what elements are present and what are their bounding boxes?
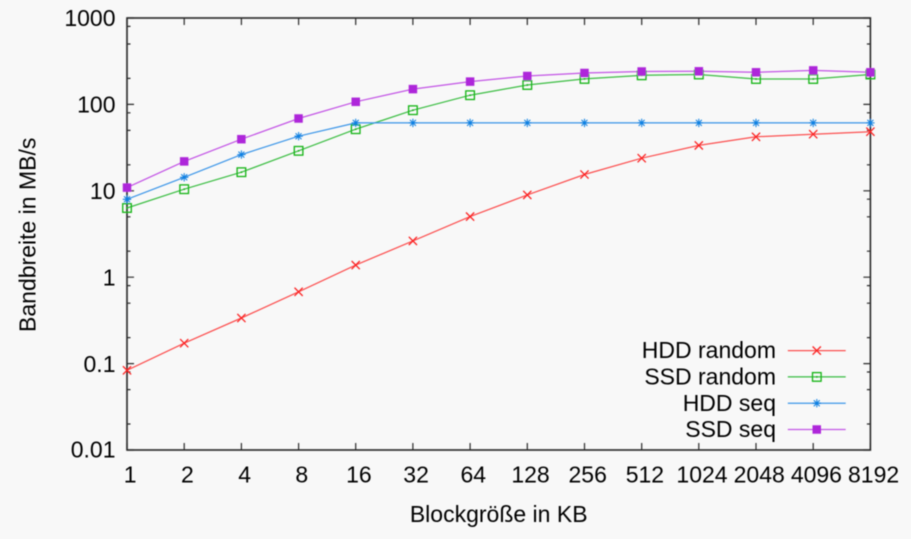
svg-text:2048: 2048	[734, 462, 785, 488]
svg-text:10: 10	[90, 178, 116, 204]
svg-text:128: 128	[511, 462, 549, 488]
svg-text:Bandbreite in MB/s: Bandbreite in MB/s	[15, 138, 41, 332]
svg-text:SSD random: SSD random	[644, 364, 776, 390]
svg-text:8: 8	[295, 462, 308, 488]
svg-text:Blockgröße in KB: Blockgröße in KB	[410, 501, 588, 527]
svg-text:HDD random: HDD random	[642, 337, 776, 363]
svg-text:100: 100	[77, 92, 115, 118]
svg-text:16: 16	[346, 462, 372, 488]
svg-text:8192: 8192	[848, 462, 899, 488]
svg-text:4096: 4096	[791, 462, 842, 488]
svg-text:0.1: 0.1	[84, 351, 116, 377]
svg-text:0.01: 0.01	[71, 437, 116, 463]
svg-text:1024: 1024	[676, 462, 727, 488]
svg-text:2: 2	[181, 462, 194, 488]
svg-text:HDD seq: HDD seq	[683, 390, 776, 416]
svg-text:256: 256	[569, 462, 607, 488]
svg-text:512: 512	[626, 462, 664, 488]
svg-text:1: 1	[124, 462, 137, 488]
svg-text:1000: 1000	[64, 5, 115, 31]
svg-text:1: 1	[103, 264, 116, 290]
svg-text:64: 64	[461, 462, 487, 488]
svg-text:32: 32	[403, 462, 429, 488]
svg-text:4: 4	[238, 462, 251, 488]
svg-text:SSD seq: SSD seq	[685, 416, 776, 442]
